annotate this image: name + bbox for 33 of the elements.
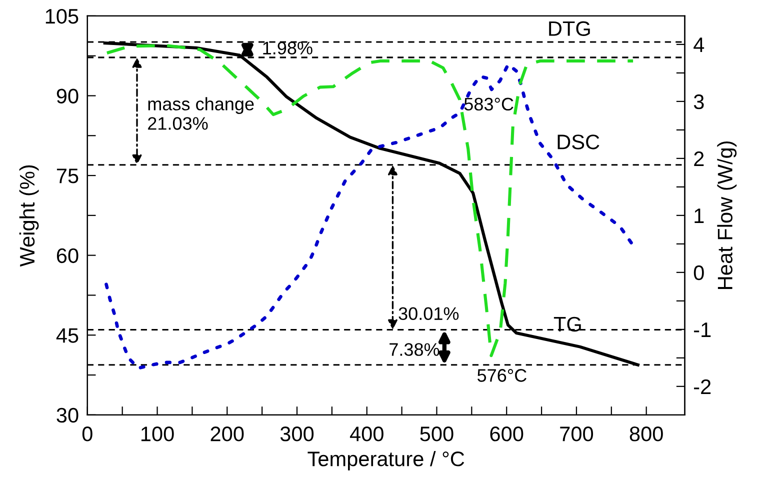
x-tick-label: 400 <box>350 426 384 442</box>
x-tick-label: 100 <box>141 426 174 442</box>
y-tick-label: 30 <box>56 408 78 423</box>
y2-tick-label: 2 <box>694 151 704 166</box>
series-label: DTG <box>549 21 590 36</box>
y2-tick-label: -1 <box>694 322 711 337</box>
y2-tick-label: 3 <box>694 94 704 110</box>
annotation: 1.98% <box>263 42 312 54</box>
y-tick-label: 75 <box>56 168 78 184</box>
x-tick-label: 200 <box>210 426 244 442</box>
x-tick-label: 700 <box>560 426 594 442</box>
x-axis-title: Temperature / °C <box>308 450 464 470</box>
x-tick-label: 800 <box>630 426 663 442</box>
y2-tick-label: 1 <box>694 208 704 223</box>
y-tick-label: 90 <box>56 88 78 104</box>
annotation: mass change 21.03% <box>148 97 254 130</box>
series-label: DSC <box>558 134 600 150</box>
y2-tick-label: -2 <box>694 379 711 394</box>
annotation: 30.01% <box>398 307 459 320</box>
x-tick-label: 600 <box>490 426 524 442</box>
x-tick-label: 300 <box>280 426 314 442</box>
annotation: 7.38% <box>390 343 440 356</box>
y-tick-label: 45 <box>56 328 78 343</box>
x-tick-label: 0 <box>82 426 92 442</box>
x-tick-label: 500 <box>420 426 454 442</box>
annotation: 576°C <box>478 369 526 382</box>
y-tick-label: 105 <box>46 8 78 24</box>
y2-tick-label: 4 <box>694 38 704 52</box>
y-axis-title: Weight (%) <box>19 165 39 267</box>
y-tick-label: 60 <box>56 248 78 264</box>
y2-tick-label: 0 <box>694 265 704 280</box>
y2-axis-title: Heat Flow (W/g) <box>717 141 737 289</box>
annotation: 583°C <box>464 98 514 111</box>
